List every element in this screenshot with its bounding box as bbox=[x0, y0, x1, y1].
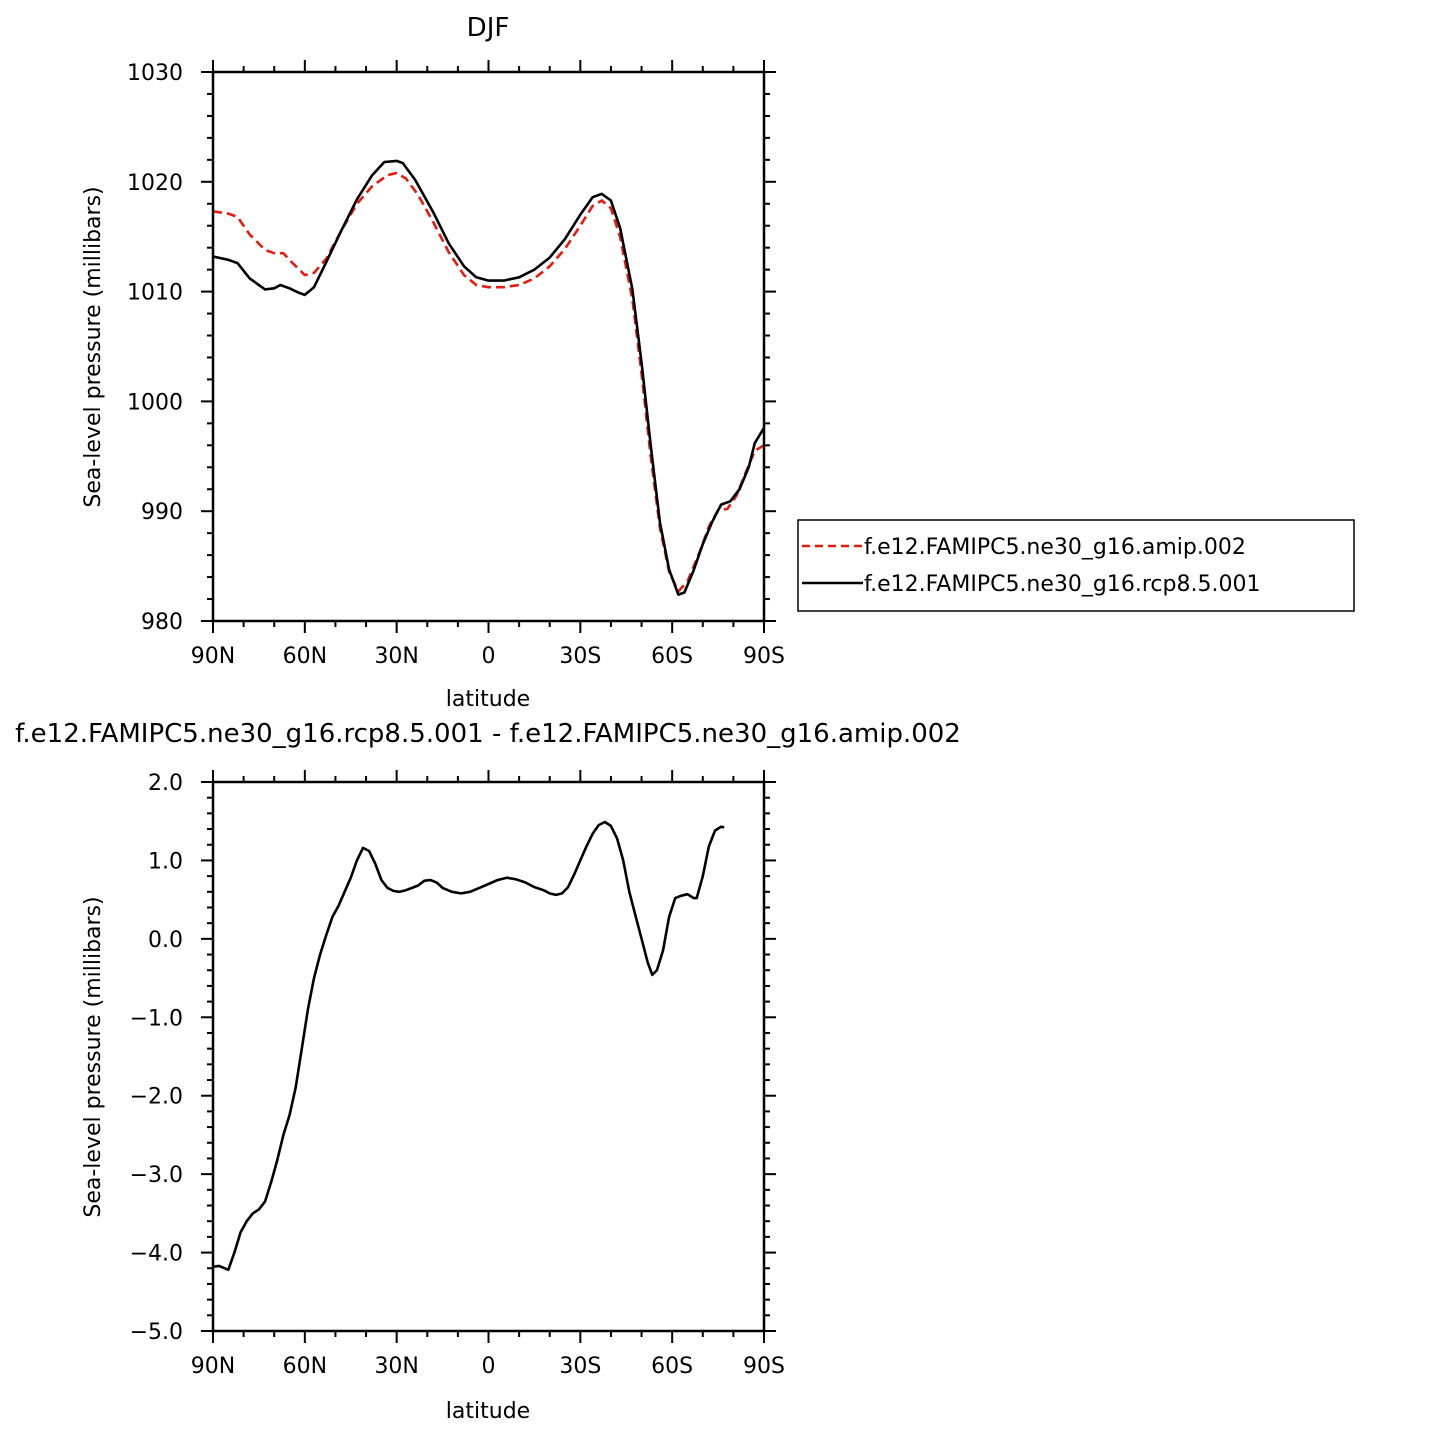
bottom-chart-xlabel: latitude bbox=[446, 1399, 530, 1424]
chart-1-xtick-label: 60S bbox=[651, 1354, 693, 1379]
chart-1-ytick-label: 1.0 bbox=[148, 849, 183, 874]
top-chart-xlabel: latitude bbox=[446, 687, 530, 712]
bottom-chart-panel: f.e12.FAMIPC5.ne30_g16.rcp8.5.001 - f.e1… bbox=[15, 719, 961, 1424]
legend-label-amip: f.e12.FAMIPC5.ne30_g16.amip.002 bbox=[864, 535, 1246, 560]
bottom-chart-title: f.e12.FAMIPC5.ne30_g16.rcp8.5.001 - f.e1… bbox=[15, 719, 961, 749]
chart-0-ytick-label: 1000 bbox=[127, 390, 183, 415]
chart-1-xtick-label: 60N bbox=[283, 1354, 327, 1379]
chart-0-xtick-label: 60N bbox=[283, 644, 327, 669]
chart-0-ytick-label: 1010 bbox=[127, 281, 183, 306]
top-chart-ticks: 90N 60N 30N 0 30S 60S 90S 980 990 1000 1010 1020 103… bbox=[127, 60, 785, 669]
top-chart-plot-frame bbox=[211, 70, 766, 623]
chart-0-series-line-1 bbox=[212, 159, 766, 596]
bottom-chart-series bbox=[212, 820, 725, 1272]
chart-0-ytick-label: 1020 bbox=[127, 171, 183, 196]
top-chart-series bbox=[212, 159, 766, 596]
chart-1-xtick-label: 90N bbox=[191, 1354, 235, 1379]
chart-1-xtick-label: 0 bbox=[482, 1354, 496, 1379]
chart-1-series-line-0 bbox=[212, 820, 725, 1272]
chart-0-xtick-label: 0 bbox=[482, 644, 496, 669]
chart-1-ytick-label: −3.0 bbox=[130, 1163, 183, 1188]
chart-0-xtick-label: 60S bbox=[651, 644, 693, 669]
chart-0-xtick-label: 30S bbox=[559, 644, 601, 669]
top-chart-panel: DJF Sea-level pressure (millibars) latit… bbox=[81, 13, 785, 712]
chart-1-ytick-label: 2.0 bbox=[148, 771, 183, 796]
chart-1-ytick-label: −1.0 bbox=[130, 1006, 183, 1031]
bottom-chart-plot-frame bbox=[211, 780, 766, 1333]
bottom-chart-ylabel: Sea-level pressure (millibars) bbox=[81, 896, 106, 1217]
chart-0-ytick-label: 1030 bbox=[127, 61, 183, 86]
chart-1-ytick-label: −4.0 bbox=[130, 1242, 183, 1267]
bottom-chart-ticks: 90N 60N 30N 0 30S 60S 90S −5.0 −4.0 −3.0 −2.0 −1.0 0… bbox=[130, 770, 785, 1379]
chart-0-xtick-label: 90N bbox=[191, 644, 235, 669]
chart-1-ytick-label: 0.0 bbox=[148, 928, 183, 953]
chart-0-ytick-label: 980 bbox=[141, 610, 183, 635]
chart-1-ytick-label: −5.0 bbox=[130, 1320, 183, 1345]
chart-1-xtick-label: 30S bbox=[559, 1354, 601, 1379]
top-chart-ylabel: Sea-level pressure (millibars) bbox=[81, 186, 106, 507]
chart-0-xtick-label: 90S bbox=[743, 644, 785, 669]
legend-label-rcp: f.e12.FAMIPC5.ne30_g16.rcp8.5.001 bbox=[864, 572, 1260, 597]
chart-1-xtick-label: 90S bbox=[743, 1354, 785, 1379]
top-chart-title: DJF bbox=[467, 13, 510, 43]
chart-0-xtick-label: 30N bbox=[374, 644, 418, 669]
chart-1-xtick-label: 30N bbox=[374, 1354, 418, 1379]
chart-1-ytick-label: −2.0 bbox=[130, 1085, 183, 1110]
chart-0-series-line-0 bbox=[212, 171, 765, 593]
top-chart-legend: f.e12.FAMIPC5.ne30_g16.amip.002 f.e12.FA… bbox=[797, 519, 1355, 612]
chart-0-ytick-label: 990 bbox=[141, 500, 183, 525]
legend-frame bbox=[797, 519, 1355, 612]
